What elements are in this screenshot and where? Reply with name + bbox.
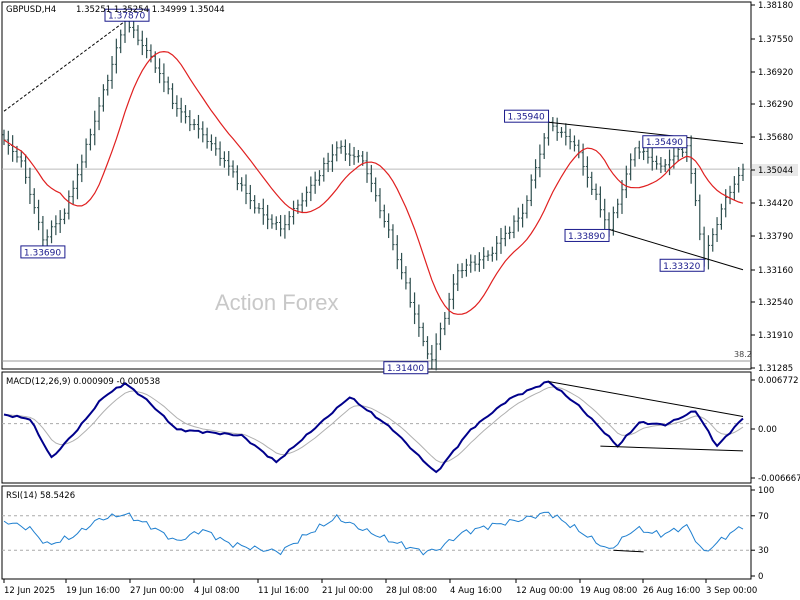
- price-annotation-box: [20, 245, 66, 259]
- y-tick-label: 1.31285: [758, 364, 793, 374]
- x-tick-label: 19 Jun 16:00: [66, 586, 120, 596]
- price-annotation-box: [104, 8, 150, 22]
- macd-label: MACD(12,26,9) 0.000909 -0.000538: [6, 377, 160, 387]
- x-tick-label: 28 Jul 08:00: [386, 586, 437, 596]
- x-tick-label: 4 Jul 08:00: [194, 586, 240, 596]
- price-layer: 1.37870 1.33690 1.31400 1.35940 1.35490 1.338…: [2, 8, 751, 375]
- rsi-layer: [2, 511, 751, 556]
- rsi-line: [3, 511, 744, 556]
- rsi-label: RSI(14) 58.5426: [6, 491, 75, 501]
- x-tick-label: 19 Aug 08:00: [580, 586, 637, 596]
- x-tick-label: 27 Jun 00:00: [130, 586, 184, 596]
- macd-y-tick-label: 0.00: [758, 425, 777, 435]
- macd-line: [3, 380, 744, 474]
- y-tick-label: 1.38180: [758, 1, 793, 11]
- x-tick-label: 21 Jul 00:00: [322, 586, 373, 596]
- price-annotation-box: [383, 361, 429, 375]
- macd-y-tick-label: -0.006667: [758, 474, 800, 484]
- rsi-y-tick-label: 30: [758, 546, 769, 556]
- y-tick-label: 1.35044: [758, 166, 793, 176]
- price-annotation: 1.31400: [387, 364, 424, 374]
- y-tick-label: 1.33790: [758, 232, 793, 242]
- macd-signal-line: [3, 386, 744, 463]
- macd-trend-line: [600, 445, 744, 452]
- macd-panel: [1, 371, 752, 484]
- rsi-y-tick-label: 70: [758, 512, 769, 522]
- y-tick-label: 1.33160: [758, 266, 793, 276]
- price-annotation-box: [504, 109, 550, 123]
- price-annotation: 1.33320: [663, 262, 700, 272]
- x-tick-label: 11 Jul 16:00: [258, 586, 309, 596]
- macd-layer: [2, 380, 751, 474]
- price-annotation-box: [642, 135, 688, 149]
- axis-layer: 1.38180 1.37550 1.36920 1.36290 1.35680 1.350…: [3, 1, 800, 596]
- x-tick-label: 12 Jun 2025: [4, 586, 55, 596]
- price-annotation: 1.33690: [24, 248, 61, 258]
- macd-trend-line: [548, 381, 744, 418]
- y-tick-label: 1.34420: [758, 199, 793, 209]
- moving-average-line: [3, 50, 744, 315]
- trend-line: [608, 228, 744, 271]
- rsi-y-tick-label: 0: [758, 572, 763, 582]
- symbol-label: GBPUSD,H4: [6, 5, 56, 15]
- price-header: GBPUSD,H4 1.35251 1.35254 1.34999 1.3504…: [6, 5, 225, 15]
- x-tick-label: 26 Aug 16:00: [643, 586, 700, 596]
- rsi-panel: [1, 485, 752, 580]
- fib-label: 38.2: [734, 350, 752, 359]
- price-annotation: 1.35940: [508, 113, 545, 123]
- trend-line: [548, 121, 744, 145]
- x-tick-label: 3 Sep 00:00: [706, 586, 757, 596]
- y-tick-label: 1.36920: [758, 68, 793, 78]
- price-annotation: 1.35490: [646, 138, 683, 148]
- current-price-tag: [752, 164, 798, 176]
- watermark: Action Forex: [215, 290, 339, 315]
- trend-line-dashed: [3, 20, 126, 112]
- rsi-trend-line: [613, 549, 644, 553]
- macd-y-tick-label: 0.006772: [758, 376, 799, 386]
- y-tick-label: 1.31910: [758, 331, 793, 341]
- price-annotation-box: [659, 258, 705, 272]
- x-tick-label: 12 Aug 00:00: [516, 586, 573, 596]
- y-tick-label: 1.32540: [758, 298, 793, 308]
- price-annotation: 1.37870: [108, 12, 145, 22]
- price-annotation-box: [564, 228, 610, 242]
- y-tick-label: 1.35680: [758, 133, 793, 143]
- ohlc-label: 1.35251 1.35254 1.34999 1.35044: [76, 5, 225, 15]
- rsi-y-tick-label: 100: [758, 486, 774, 496]
- price-annotation: 1.33890: [568, 232, 605, 242]
- y-tick-label: 1.37550: [758, 35, 793, 45]
- y-tick-label: 1.36290: [758, 100, 793, 110]
- price-panel: [1, 1, 752, 370]
- x-tick-label: 4 Aug 16:00: [450, 586, 502, 596]
